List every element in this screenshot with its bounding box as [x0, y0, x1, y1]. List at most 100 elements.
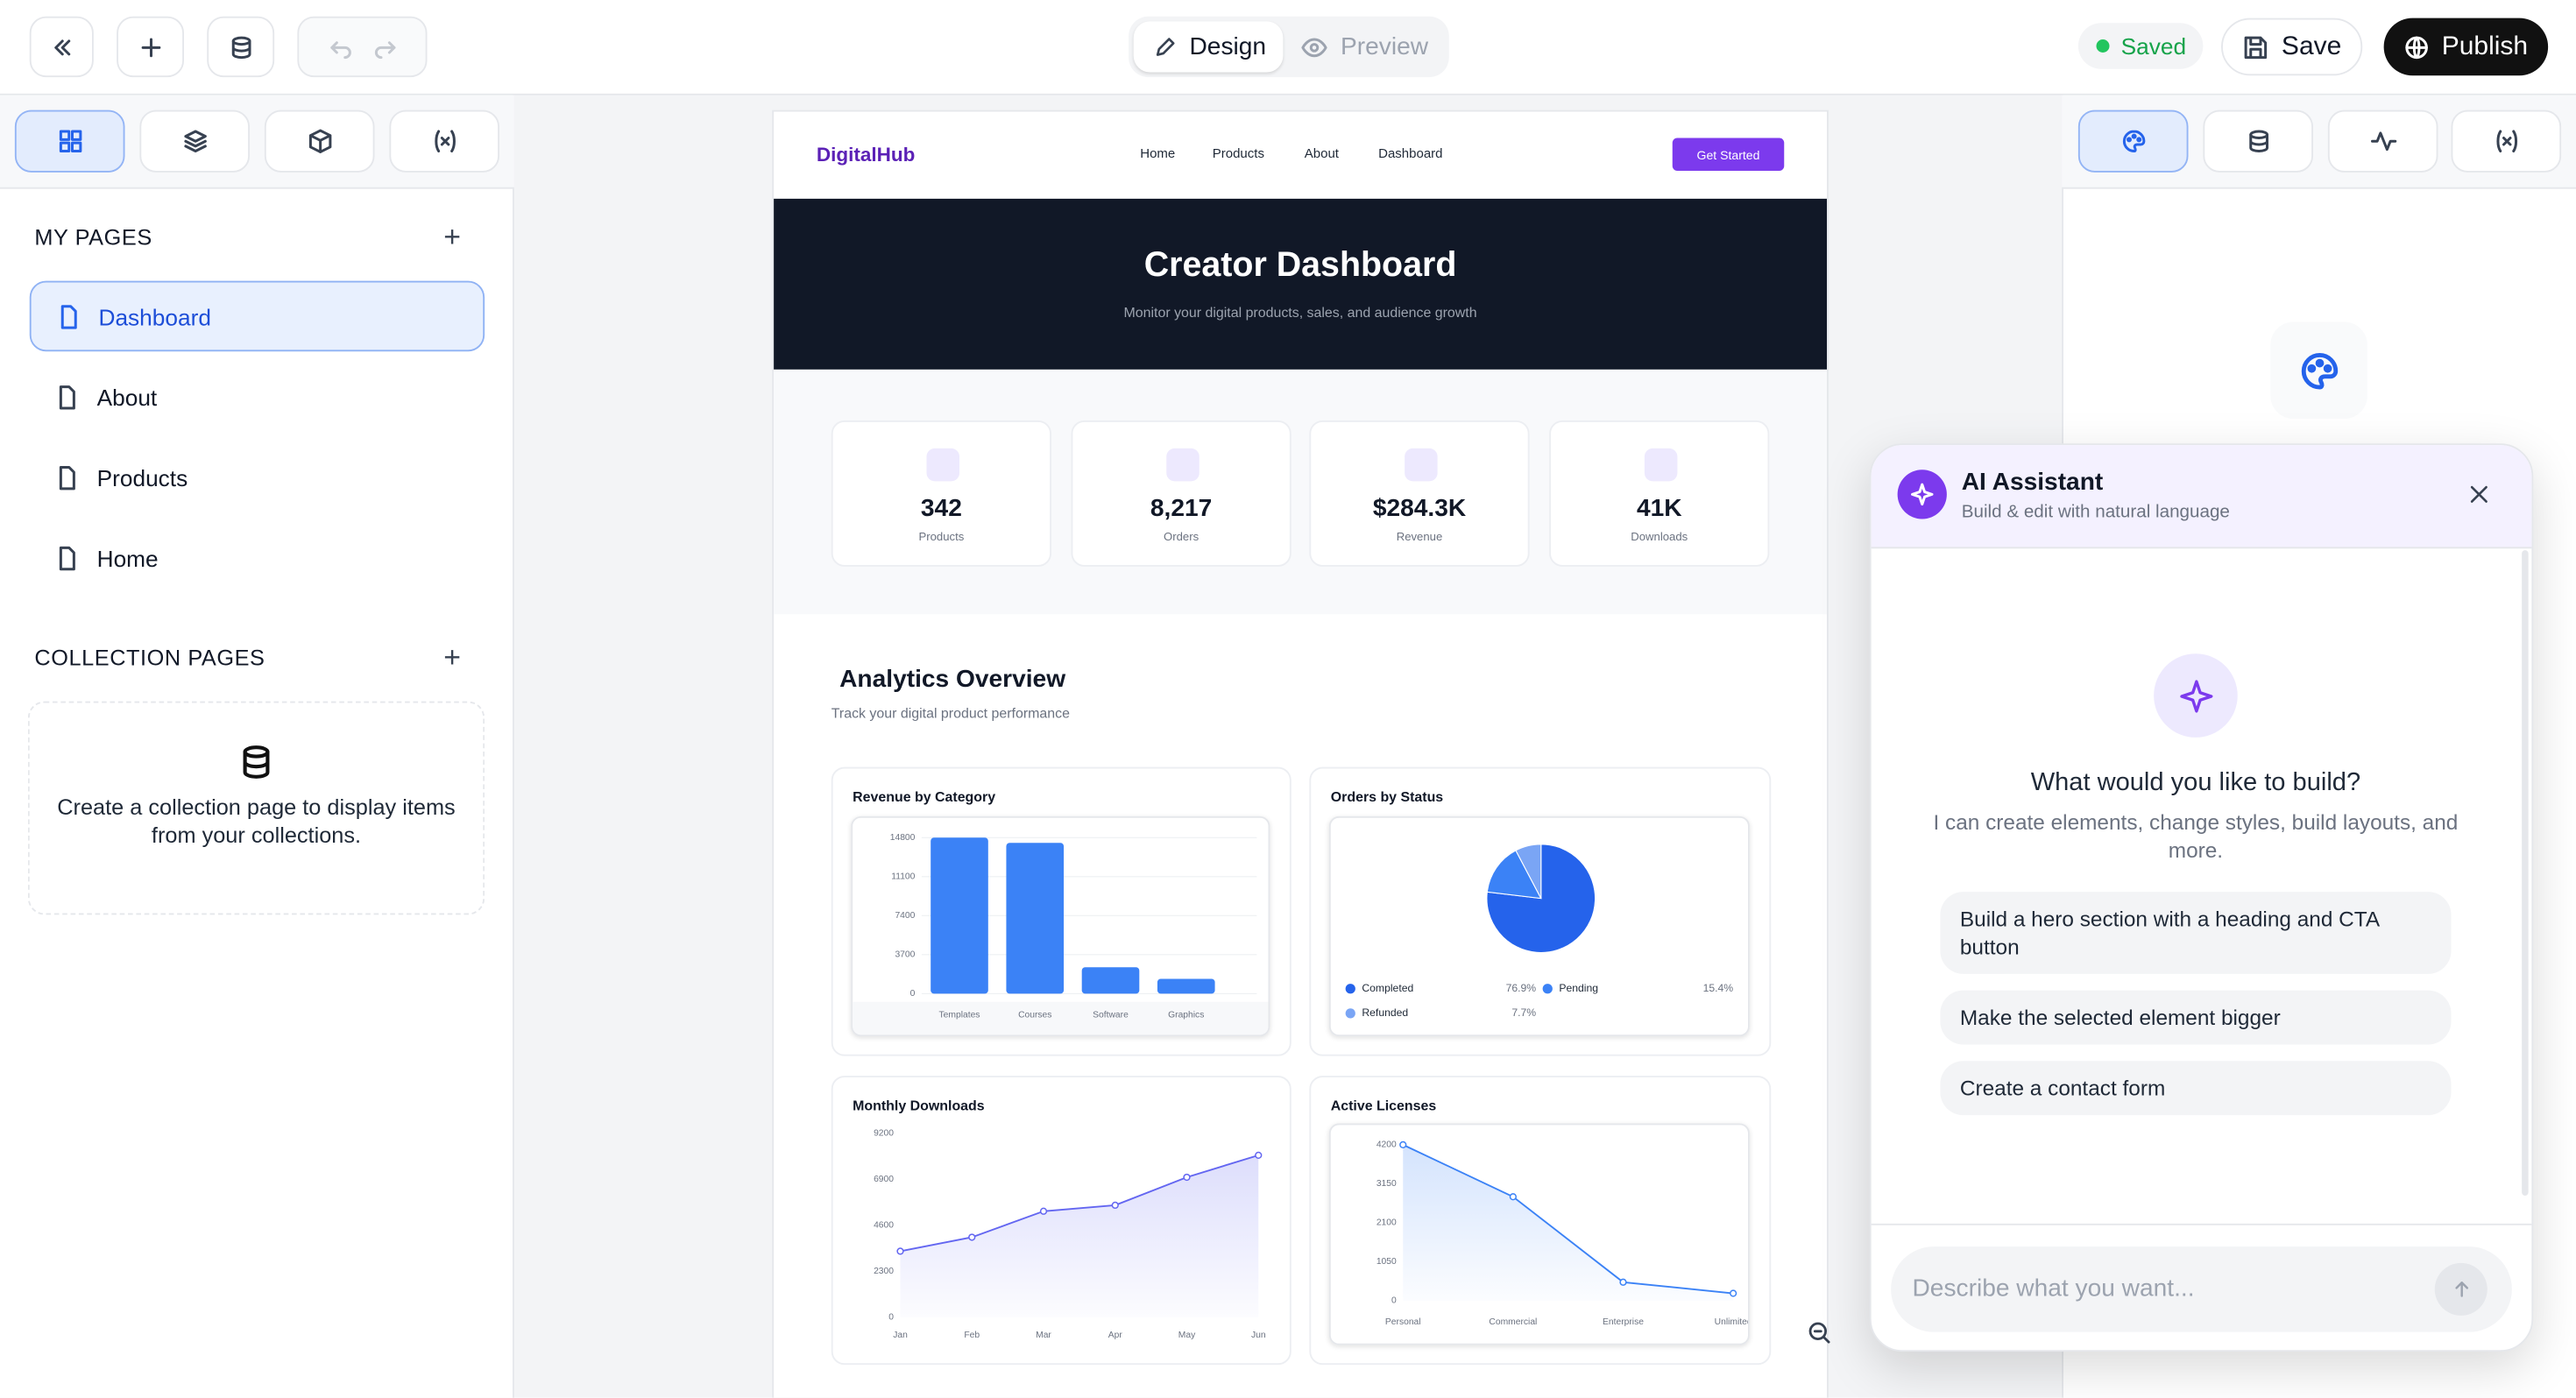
page-item[interactable]: Home: [30, 522, 485, 593]
icon-svg: [308, 129, 331, 153]
stat-card: $284.3K Revenue: [1309, 420, 1530, 567]
zoom-out[interactable]: [1808, 1321, 1832, 1345]
icon-path: [374, 40, 395, 59]
x-tick-label: May: [1178, 1331, 1196, 1340]
icon-path: [2405, 35, 2429, 59]
y-tick-label: 2300: [874, 1267, 894, 1276]
collapse-button[interactable]: [29, 16, 94, 78]
assistant-avatar: [1897, 470, 1947, 519]
icon-ellipse: [2248, 130, 2268, 139]
point: [1729, 1289, 1737, 1297]
variables-tab[interactable]: [2451, 109, 2562, 173]
icon-svg: [58, 130, 81, 152]
icon-svg: [434, 130, 455, 152]
icon-path: [59, 465, 75, 490]
section-title: MY PAGES: [34, 224, 152, 250]
icon-svg: [2244, 35, 2267, 59]
close-button[interactable]: [2467, 483, 2490, 505]
legend-label: Pending: [1559, 982, 1598, 994]
x-tick-label: Graphics: [1168, 1010, 1204, 1020]
pages-tab[interactable]: [14, 109, 125, 173]
database-button[interactable]: [207, 16, 275, 78]
label: Save: [2281, 32, 2342, 60]
icon-path: [329, 40, 350, 59]
empty-state: [27, 701, 485, 915]
stat-icon: [1405, 448, 1438, 482]
icon-rect: [58, 130, 70, 141]
nav-link[interactable]: About: [1304, 145, 1339, 161]
bar: [1081, 967, 1140, 994]
icon-path: [1301, 37, 1327, 57]
variables-tab[interactable]: [389, 109, 499, 173]
icon-svg: [2122, 130, 2145, 152]
preview-tab[interactable]: Preview: [1301, 21, 1442, 72]
icon-path: [2470, 485, 2488, 503]
save-button[interactable]: Save: [2221, 18, 2363, 76]
stat-value: 342: [920, 494, 962, 523]
stat-icon: [1166, 448, 1200, 482]
style-tab[interactable]: [2077, 109, 2189, 173]
y-tick-label: 1050: [1376, 1257, 1397, 1267]
plot-footer: [853, 1001, 1269, 1035]
page-item[interactable]: About: [30, 362, 485, 433]
assistant-title: AI Assistant: [1961, 468, 2104, 497]
icon-path: [53, 39, 70, 55]
label: Saved: [2120, 32, 2187, 60]
suggestion[interactable]: Build a hero section with a heading and …: [1940, 892, 2452, 974]
icon-path: [2370, 131, 2396, 152]
point: [1111, 1201, 1119, 1210]
x-tick-label: Feb: [964, 1331, 980, 1340]
status-dot: [2096, 39, 2110, 53]
point: [968, 1233, 976, 1241]
layers-tab[interactable]: [139, 109, 250, 173]
add-button[interactable]: [117, 16, 184, 78]
y-tick-label: 9200: [874, 1128, 894, 1138]
chat-input[interactable]: Describe what you want...: [1891, 1246, 2512, 1332]
nav-link[interactable]: Dashboard: [1378, 145, 1443, 161]
point: [1509, 1193, 1517, 1201]
page-item[interactable]: Dashboard: [29, 280, 485, 352]
value-label: 7.7%: [1511, 1006, 1536, 1019]
icon-svg: [230, 35, 251, 59]
y-tick-label: 3150: [1376, 1179, 1397, 1189]
legend-swatch: [1345, 984, 1355, 994]
icon-path: [59, 385, 75, 409]
icon-path: [2244, 35, 2267, 59]
design-tab[interactable]: Design: [1133, 21, 1284, 73]
components-tab[interactable]: [264, 109, 375, 173]
activity-tab[interactable]: [2327, 109, 2438, 173]
icon-path: [59, 545, 75, 570]
data-tab[interactable]: [2203, 109, 2313, 173]
icon-svg: [329, 40, 395, 59]
chart-title: Orders by Status: [1330, 788, 1444, 805]
area: [900, 1154, 1259, 1317]
cta-button[interactable]: Get Started: [1672, 138, 1785, 171]
collection-icon: [243, 745, 270, 779]
icon-path: [2122, 130, 2145, 152]
icon-svg: [2179, 679, 2212, 712]
publish-button[interactable]: Publish: [2383, 18, 2549, 76]
chart-frame: 0 3700 7400 11100 14800 Templates Courses Softw…: [851, 816, 1270, 1037]
empty-text: Create a collection page to display item…: [57, 794, 456, 848]
icon-circle: [2130, 133, 2136, 139]
icon-svg: [2370, 131, 2396, 152]
icon-svg: [59, 385, 75, 409]
icon-rect: [58, 141, 70, 152]
add-collection-button[interactable]: +: [443, 640, 461, 674]
stat-value: 8,217: [1150, 494, 1213, 523]
send-button[interactable]: [2434, 1262, 2488, 1316]
suggestion[interactable]: Create a contact form: [1940, 1061, 2452, 1116]
chart-title: Revenue by Category: [853, 788, 996, 805]
icon-svg: [2495, 130, 2517, 152]
nav-link[interactable]: Home: [1140, 145, 1176, 161]
chart: 0 3700 7400 11100 14800 Templates Courses Softw…: [853, 833, 1269, 1035]
undo-redo[interactable]: [297, 16, 428, 78]
icon-circle: [2126, 137, 2132, 143]
nav-link[interactable]: Products: [1212, 145, 1264, 161]
add-page-button[interactable]: +: [443, 220, 461, 253]
page-item[interactable]: Products: [30, 441, 485, 512]
icon-rect: [70, 130, 81, 141]
legend-swatch: [1542, 984, 1553, 994]
legend-label: Refunded: [1362, 1006, 1408, 1019]
suggestion[interactable]: Make the selected element bigger: [1940, 990, 2452, 1045]
